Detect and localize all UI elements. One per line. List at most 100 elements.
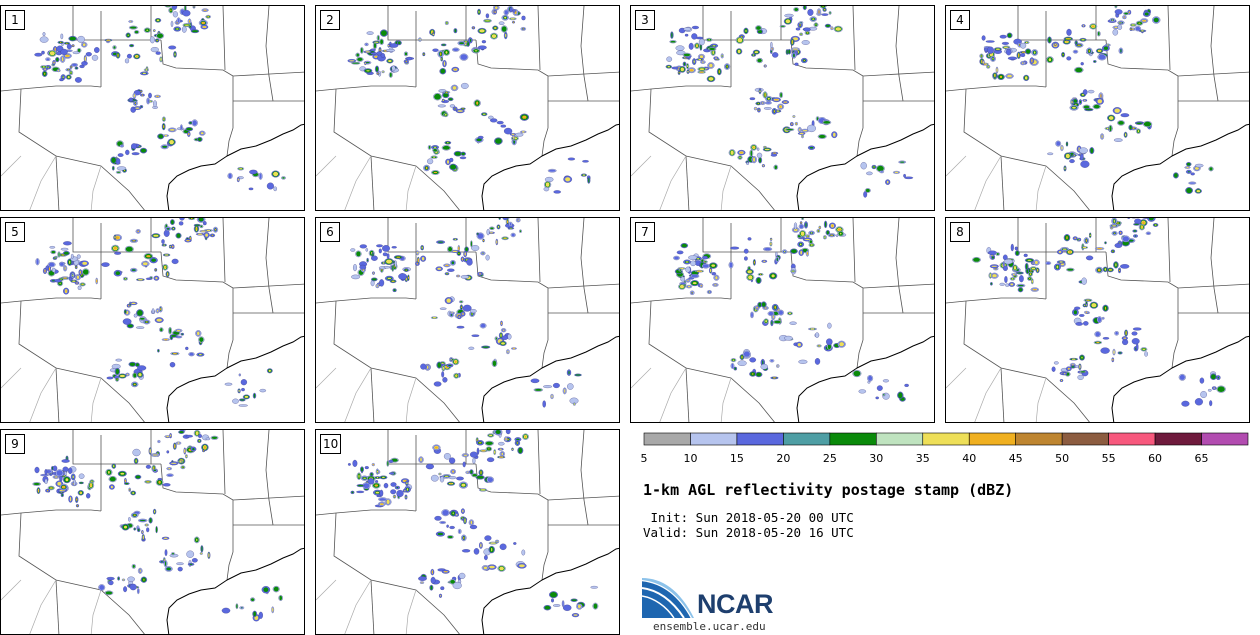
reflectivity-cell [1066,38,1071,40]
reflectivity-cell [1018,285,1024,287]
reflectivity-cell [1097,268,1101,272]
reflectivity-cell [438,268,441,270]
reflectivity-cell [78,473,85,479]
reflectivity-cell [784,101,787,103]
reflectivity-cell [865,188,870,193]
reflectivity-cell [251,598,255,601]
reflectivity-cell [446,273,448,275]
state-boundary-line [475,39,549,77]
reflectivity-cell [449,104,455,108]
reflectivity-cell [442,372,444,377]
reflectivity-cell [135,459,137,463]
reflectivity-cell [365,43,368,46]
reflectivity-cell [830,234,834,236]
reflectivity-cell [468,346,475,350]
reflectivity-cell [179,461,182,463]
reflectivity-cell [167,474,173,477]
reflectivity-cell [185,24,189,26]
reflectivity-cell [60,41,62,44]
reflectivity-cell [1120,113,1130,118]
state-boundary-line [475,251,549,289]
reflectivity-cell [158,480,161,484]
reflectivity-cell [113,465,115,467]
reflectivity-cell [1098,31,1100,36]
reflectivity-cell [502,218,508,221]
reflectivity-cell [145,69,148,71]
reflectivity-cell [133,383,136,386]
state-boundary-line [1167,6,1171,71]
reflectivity-cell [364,466,369,470]
reflectivity-cell [375,491,380,494]
reflectivity-cell [130,20,132,23]
reflectivity-cell [160,561,163,563]
reflectivity-cell [363,477,366,479]
reflectivity-cell [145,277,152,280]
reflectivity-cell [498,441,505,446]
reflectivity-cell [135,55,138,58]
reflectivity-cell [191,558,198,563]
reflectivity-cell [445,91,448,93]
reflectivity-cell [164,549,168,556]
reflectivity-cell [1132,28,1134,30]
reflectivity-cell [130,45,133,47]
reflectivity-cell [142,535,144,540]
panel-number-label: 2 [320,10,340,30]
reflectivity-cell [134,528,136,530]
reflectivity-cell [1012,278,1014,280]
reflectivity-cell [481,450,486,452]
reflectivity-cell [117,54,119,57]
reflectivity-cell [1107,44,1109,46]
reflectivity-cell [368,478,374,484]
reflectivity-cell [126,373,129,376]
state-boundary-line [541,288,549,369]
reflectivity-cell [164,135,168,137]
colorbar-tick-label: 15 [729,452,744,465]
reflectivity-cell [516,438,520,441]
reflectivity-cell [1103,337,1109,339]
reflectivity-cell [70,72,72,74]
reflectivity-colorbar [643,432,1249,446]
reflectivity-cell [709,63,713,68]
reflectivity-cell [351,491,354,494]
state-boundary-line [790,39,864,77]
reflectivity-cell [120,145,124,147]
reflectivity-cell [1114,9,1123,15]
reflectivity-cell [203,26,206,28]
reflectivity-cell [439,595,442,597]
reflectivity-cell [1029,278,1031,280]
reflectivity-cell [452,359,454,361]
reflectivity-cell [149,36,155,44]
reflectivity-cell [752,146,755,149]
reflectivity-cell [186,435,192,437]
reflectivity-cell [160,308,162,311]
reflectivity-cell [200,132,204,135]
reflectivity-cell [129,583,137,591]
state-boundary-line [547,495,619,501]
reflectivity-cell [1021,51,1026,53]
reflectivity-cell [434,93,441,100]
reflectivity-cell [404,52,408,56]
state-boundary-line [1105,39,1179,77]
reflectivity-cell [1213,387,1215,389]
reflectivity-cell [176,233,181,238]
colorbar-swatch [690,432,738,446]
reflectivity-cell [804,238,811,241]
reflectivity-cell [165,561,167,566]
reflectivity-cell [42,66,45,68]
reflectivity-cell [1066,28,1072,36]
reflectivity-cell [237,178,239,181]
reflectivity-cell [1073,310,1077,315]
reflectivity-cell [699,68,705,70]
reflectivity-cell [522,131,524,133]
reflectivity-cell [1097,99,1103,104]
reflectivity-cell [1217,386,1225,392]
reflectivity-cell [180,125,182,130]
reflectivity-cell [457,275,459,277]
reflectivity-cell [1130,126,1132,129]
reflectivity-cell [76,275,80,279]
reflectivity-cell [676,250,684,255]
reflectivity-cell [131,143,137,150]
colorbar-tick-label: 20 [776,452,791,465]
reflectivity-cell [68,467,73,475]
reflectivity-cell [154,510,156,513]
